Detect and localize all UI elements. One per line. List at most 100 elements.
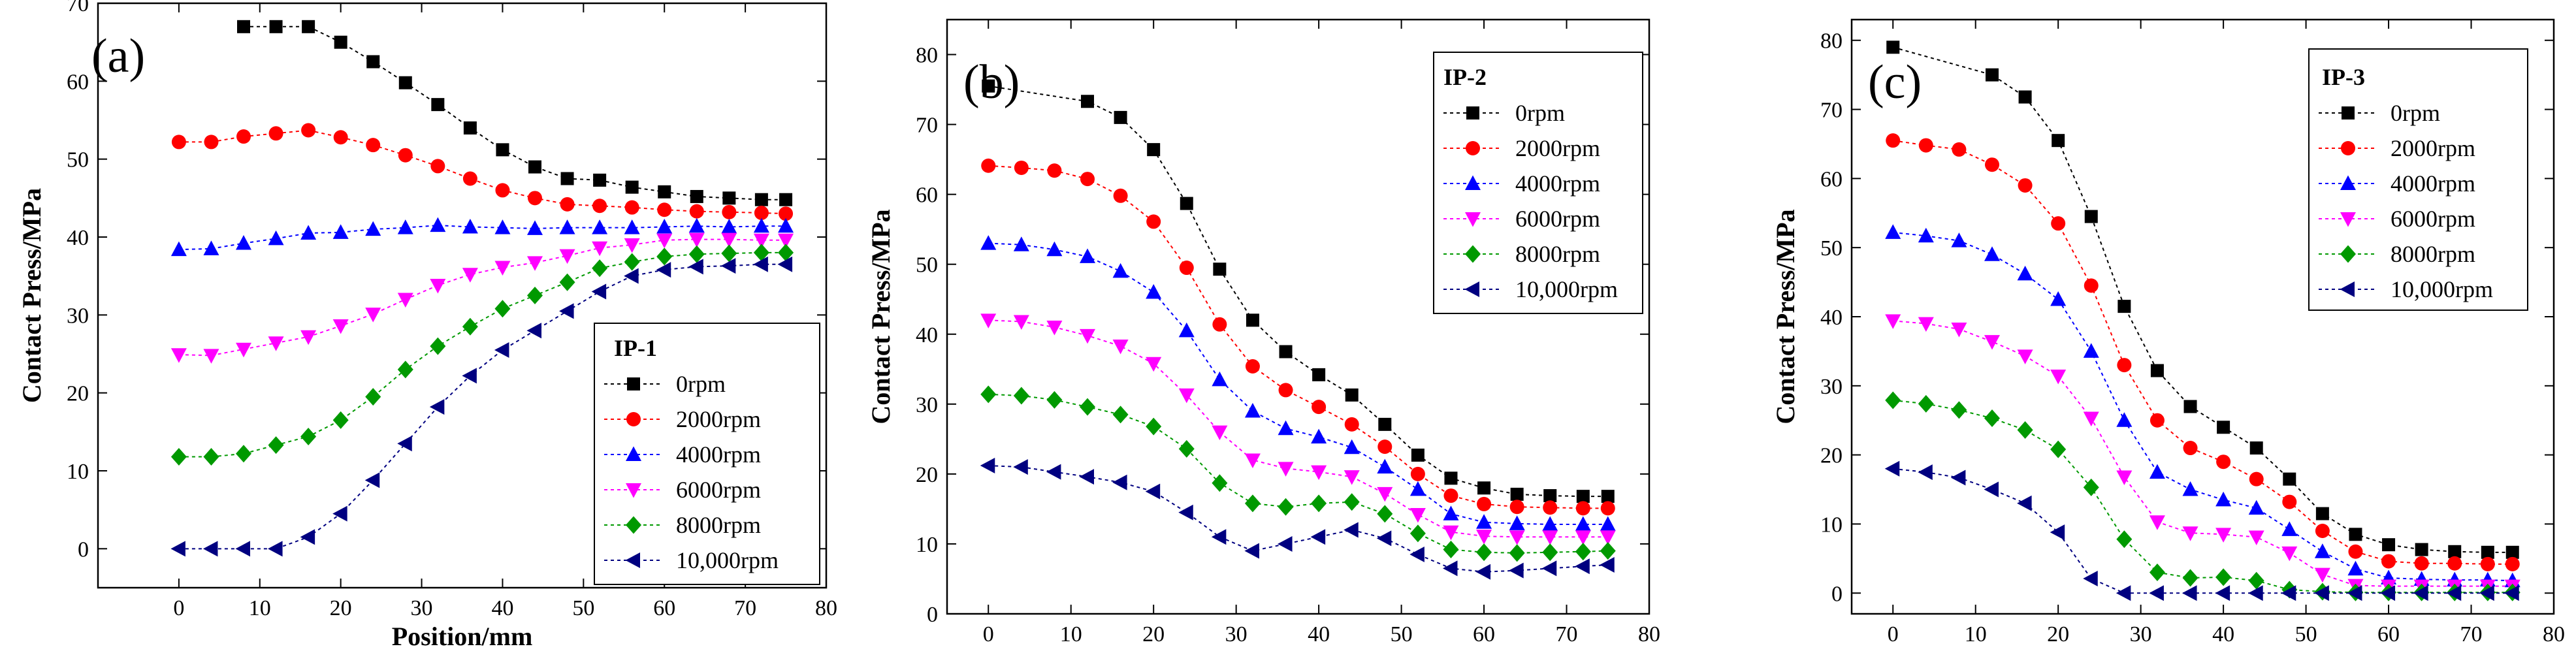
data-point: [300, 427, 317, 445]
data-point: [1178, 322, 1195, 338]
legend-marker: [2340, 175, 2356, 190]
data-point: [300, 330, 317, 345]
data-point: [462, 268, 478, 283]
data-point: [2116, 585, 2131, 601]
legend-marker: [1464, 281, 1479, 297]
data-point: [2381, 554, 2396, 569]
data-point: [203, 448, 219, 466]
data-point: [1114, 110, 1127, 124]
data-point: [1112, 263, 1129, 278]
data-point: [1046, 464, 1061, 480]
data-point: [1244, 494, 1261, 513]
data-point: [1543, 500, 1558, 515]
data-point: [1918, 317, 1934, 332]
data-point: [1013, 236, 1029, 251]
data-point: [301, 123, 316, 138]
data-point: [1984, 335, 2000, 350]
data-point: [527, 256, 543, 271]
data-point: [1409, 507, 1426, 523]
data-point: [2215, 585, 2230, 601]
y-tick-label: 50: [67, 148, 89, 172]
data-point: [1985, 157, 1999, 172]
legend-entry-label: 0rpm: [2391, 100, 2440, 126]
legend-marker: [2342, 106, 2355, 119]
data-point: [2315, 524, 2330, 539]
data-point: [2149, 413, 2165, 428]
data-point: [430, 278, 446, 294]
x-tick-label: 60: [2377, 622, 2400, 646]
data-point: [624, 219, 640, 234]
data-point: [1444, 471, 1458, 485]
data-point: [2481, 545, 2494, 559]
legend-marker: [1466, 106, 1479, 119]
data-point: [1312, 368, 1326, 381]
data-point: [1146, 284, 1162, 299]
data-point: [656, 247, 673, 266]
data-point: [2149, 464, 2165, 479]
data-point: [1278, 498, 1294, 516]
x-tick-label: 60: [1473, 622, 1495, 646]
data-point: [1543, 489, 1557, 503]
data-point: [560, 197, 575, 212]
data-point: [1575, 530, 1591, 545]
x-tick-label: 50: [2295, 622, 2317, 646]
data-point: [2446, 585, 2462, 601]
legend-marker: [625, 552, 640, 568]
data-point: [365, 308, 381, 323]
data-point: [688, 217, 705, 233]
y-tick-label: 60: [916, 183, 938, 208]
data-point: [980, 385, 997, 404]
legend-marker: [626, 483, 641, 498]
data-point: [1013, 315, 1029, 330]
x-tick-label: 50: [1391, 622, 1413, 646]
data-point: [1377, 505, 1393, 523]
data-point: [688, 259, 703, 275]
data-point: [236, 342, 251, 358]
data-point: [2018, 178, 2033, 193]
series-layer: [980, 79, 1616, 580]
data-point: [1312, 400, 1327, 415]
data-point: [689, 204, 704, 219]
data-point: [2183, 400, 2197, 413]
series-line-6: [178, 263, 786, 550]
data-point: [364, 472, 380, 488]
data-point: [593, 173, 607, 187]
y-axis-title: Contact Press/MPa: [866, 209, 895, 424]
series-line-1: [1892, 46, 2513, 553]
y-axis-title: Contact Press/MPa: [1771, 209, 1800, 424]
data-point: [2050, 440, 2067, 458]
y-tick-label: 0: [1831, 582, 1843, 606]
data-point: [430, 159, 445, 174]
data-point: [2447, 556, 2462, 571]
data-point: [171, 135, 186, 150]
y-tick-label: 70: [1820, 99, 1843, 123]
data-point: [2215, 568, 2232, 586]
data-point: [2349, 528, 2362, 541]
data-point: [202, 541, 218, 557]
data-point: [397, 293, 413, 308]
data-point: [2084, 278, 2099, 293]
tick-layer: 0 10 20 30 40 50 60 70 80 0 10 20 30 40 50 60 70 80: [916, 20, 1660, 646]
data-point: [1477, 496, 1492, 511]
x-tick-label: 80: [2543, 622, 2565, 646]
legend-entry-label: 4000rpm: [676, 441, 761, 468]
x-tick-label: 50: [572, 596, 594, 620]
x-tick-label: 40: [1308, 622, 1330, 646]
data-point: [1278, 462, 1294, 477]
data-point: [2415, 543, 2428, 556]
x-tick-label: 40: [491, 596, 513, 620]
data-point: [2314, 543, 2330, 558]
data-point: [2347, 585, 2362, 601]
legend-marker: [1465, 245, 1481, 263]
x-tick-label: 80: [815, 596, 837, 620]
data-point: [2083, 571, 2098, 587]
data-point: [268, 126, 283, 141]
data-point: [778, 244, 794, 262]
data-point: [1344, 470, 1360, 485]
legend-box: [1433, 52, 1643, 314]
data-point: [2116, 530, 2133, 549]
y-tick-label: 0: [927, 603, 938, 627]
data-point: [690, 189, 703, 203]
data-point: [170, 448, 187, 466]
legend-entry-label: 2000rpm: [1515, 135, 1600, 161]
